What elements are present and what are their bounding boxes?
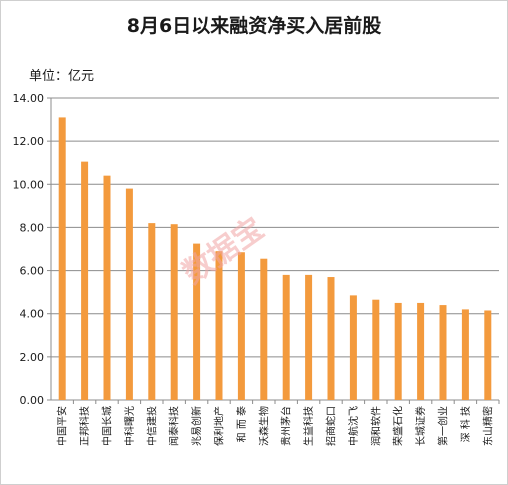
bar bbox=[372, 299, 380, 400]
bar bbox=[58, 117, 66, 401]
bar bbox=[484, 310, 492, 400]
y-tick-label: 6.00 bbox=[20, 265, 45, 278]
bar bbox=[193, 243, 201, 400]
category-label: 东山精密 bbox=[481, 406, 494, 446]
axes: 0.00 2.00 4.00 6.00 8.00 10.00 12.00 14.00 bbox=[13, 92, 500, 407]
category-label: 荣盛石化 bbox=[392, 406, 405, 446]
bar bbox=[170, 224, 178, 400]
category-label: 兆易创新 bbox=[190, 406, 203, 446]
category-label: 第一创业 bbox=[437, 406, 450, 446]
category-label: 闻泰科技 bbox=[168, 406, 181, 446]
bar bbox=[81, 161, 89, 400]
category-label: 中信建投 bbox=[145, 406, 158, 446]
bar bbox=[215, 251, 223, 400]
bar bbox=[394, 302, 402, 400]
bars bbox=[58, 117, 492, 401]
category-label: 中航沈飞 bbox=[347, 406, 360, 446]
bar bbox=[461, 309, 469, 400]
bar bbox=[282, 274, 290, 400]
y-tick-label: 10.00 bbox=[13, 178, 45, 191]
category-label: 长城证券 bbox=[414, 406, 427, 446]
bar bbox=[349, 295, 357, 400]
category-labels: 中国平安 正邦科技 中国长城 中科曙光 中信建投 闻泰科技 兆易创新 保利地产和 而 泰沃森生… bbox=[56, 406, 495, 446]
chart-title: 8月6日以来融资净买入居前股 bbox=[126, 15, 382, 37]
y-tick-label: 14.00 bbox=[13, 92, 45, 105]
category-label: 润和软件 bbox=[369, 406, 382, 446]
y-tick-label: 0.00 bbox=[20, 394, 45, 407]
category-label: 生益科技 bbox=[302, 406, 315, 446]
category-label: 中国长城 bbox=[101, 406, 114, 446]
category-label: 中国平安 bbox=[56, 406, 69, 446]
bar bbox=[439, 305, 447, 400]
category-label: 和 而 泰 bbox=[235, 406, 248, 442]
watermark-text: 数据宝 bbox=[177, 211, 271, 291]
bar bbox=[148, 223, 156, 400]
bar bbox=[260, 258, 268, 400]
y-tick-label: 2.00 bbox=[20, 351, 45, 364]
y-tick-label: 12.00 bbox=[13, 135, 45, 148]
watermark: 数据宝 bbox=[177, 211, 271, 291]
category-label: 深 科 技 bbox=[459, 406, 472, 442]
bar bbox=[125, 188, 133, 400]
gridlines bbox=[51, 97, 499, 401]
bar bbox=[237, 252, 245, 400]
category-label: 保利地产 bbox=[213, 406, 226, 446]
y-tick-label: 8.00 bbox=[20, 221, 45, 234]
bar bbox=[305, 274, 313, 400]
category-label: 招商蛇口 bbox=[325, 406, 338, 446]
category-label: 贵州茅台 bbox=[280, 406, 293, 446]
category-label: 正邦科技 bbox=[78, 406, 91, 446]
bar bbox=[103, 175, 111, 400]
y-tick-label: 4.00 bbox=[20, 308, 45, 321]
category-label: 中科曙光 bbox=[123, 406, 136, 446]
bar bbox=[327, 277, 335, 400]
category-label: 沃森生物 bbox=[257, 406, 270, 446]
unit-label: 单位：亿元 bbox=[29, 69, 95, 84]
bar bbox=[417, 302, 425, 400]
